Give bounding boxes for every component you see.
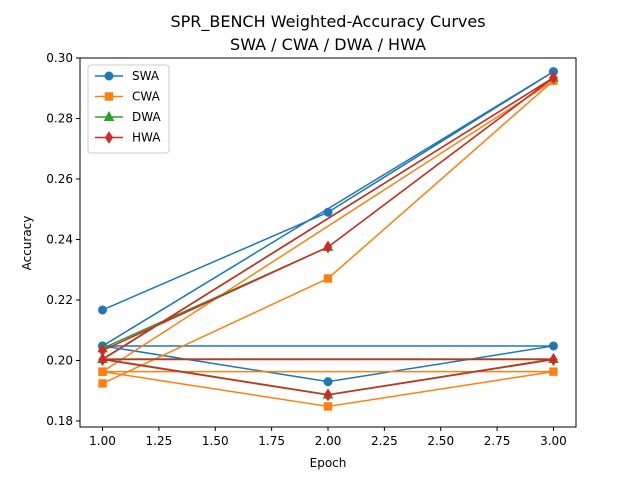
- legend-marker: [103, 110, 115, 121]
- data-point: [98, 379, 107, 388]
- data-point: [549, 353, 558, 366]
- x-tick-label: 1.50: [202, 434, 229, 448]
- legend-item-swa: SWA: [95, 69, 160, 83]
- legend-marker: [104, 71, 114, 81]
- y-tick-label: 0.30: [46, 51, 73, 65]
- y-tick-label: 0.20: [46, 353, 73, 367]
- chart-subtitle: SWA / CWA / DWA / HWA: [230, 35, 426, 54]
- data-point: [98, 367, 107, 376]
- data-point: [549, 367, 558, 376]
- data-point: [323, 274, 333, 283]
- legend-label: SWA: [132, 69, 160, 83]
- x-axis: 1.00 1.25 1.50 1.75 2.00 2.25 2.50 2.75 3.00: [89, 427, 567, 448]
- legend-box: [87, 64, 170, 154]
- legend-item-cwa: CWA: [95, 90, 161, 104]
- series-layer: [97, 67, 559, 411]
- x-tick-label: 1.25: [146, 434, 173, 448]
- x-tick-label: 1.00: [89, 434, 116, 448]
- data-point: [98, 305, 108, 315]
- y-tick-label: 0.18: [46, 414, 73, 428]
- data-point: [548, 341, 558, 351]
- chart-title: SPR_BENCH Weighted-Accuracy Curves: [170, 12, 485, 32]
- x-tick-label: 2.25: [371, 434, 398, 448]
- y-axis-label: Accuracy: [20, 216, 34, 271]
- legend-item-hwa: HWA: [95, 131, 161, 145]
- legend-label: CWA: [132, 90, 161, 104]
- legend-marker: [104, 131, 114, 144]
- series-line-hwa: [101, 76, 555, 396]
- data-point: [98, 353, 107, 366]
- data-point: [323, 377, 333, 387]
- y-tick-label: 0.24: [46, 232, 73, 246]
- x-tick-label: 3.00: [540, 434, 567, 448]
- legend-marker: [104, 92, 114, 101]
- series-hwa: [98, 71, 558, 402]
- legend-label: DWA: [132, 110, 161, 124]
- y-tick-label: 0.22: [46, 293, 73, 307]
- legend-label: HWA: [132, 131, 161, 145]
- x-tick-label: 2.00: [315, 434, 342, 448]
- data-point: [323, 388, 333, 402]
- y-axis: 0.18 0.20 0.22 0.24 0.26 0.28 0.30: [46, 51, 80, 428]
- legend: SWA CWA DWA HWA: [87, 64, 170, 154]
- x-tick-label: 2.50: [427, 434, 454, 448]
- x-tick-label: 2.75: [484, 434, 511, 448]
- legend-item-dwa: DWA: [95, 110, 161, 124]
- y-tick-label: 0.28: [46, 111, 73, 125]
- x-axis-label: Epoch: [310, 456, 347, 470]
- data-point: [323, 207, 333, 217]
- data-point: [323, 240, 333, 254]
- data-point: [549, 71, 558, 85]
- x-tick-label: 1.75: [258, 434, 285, 448]
- data-point: [323, 402, 333, 411]
- y-tick-label: 0.26: [46, 172, 73, 186]
